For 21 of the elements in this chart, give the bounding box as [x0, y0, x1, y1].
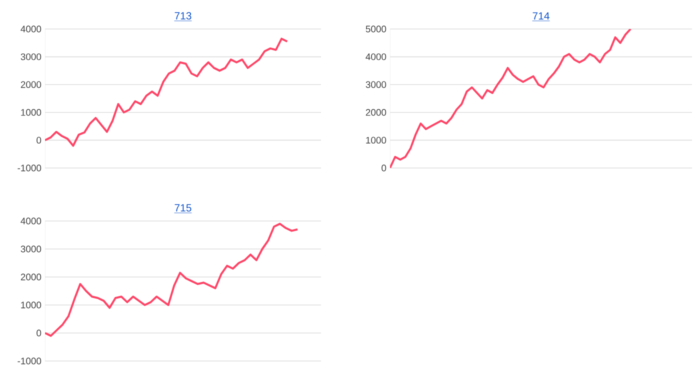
y-tick-label: 4000	[20, 26, 42, 32]
chart-title: 714	[532, 12, 550, 20]
y-tick-label: 4000	[366, 53, 386, 60]
y-tick-label: 0	[382, 164, 386, 172]
y-tick-label: 0	[36, 330, 42, 336]
y-tick-label: 3000	[20, 246, 42, 252]
chart-title: 715	[174, 204, 192, 212]
y-tick-label: 1000	[21, 109, 42, 116]
y-tick-label: -1000	[18, 358, 42, 364]
y-tick-label: 3000	[366, 81, 386, 88]
y-tick-label: 1000	[21, 302, 42, 308]
y-tick-label: -1000	[18, 164, 42, 172]
y-tick-label: 2000	[366, 109, 386, 116]
y-tick-label: 5000	[366, 26, 386, 32]
y-tick-label: 3000	[20, 53, 42, 60]
y-tick-label: 4000	[20, 218, 42, 224]
y-tick-label: 2000	[20, 274, 42, 280]
y-tick-label: 2000	[20, 81, 42, 88]
y-tick-label: 1000	[366, 136, 386, 144]
y-tick-label: 0	[36, 136, 42, 144]
chart-title: 713	[174, 12, 192, 20]
